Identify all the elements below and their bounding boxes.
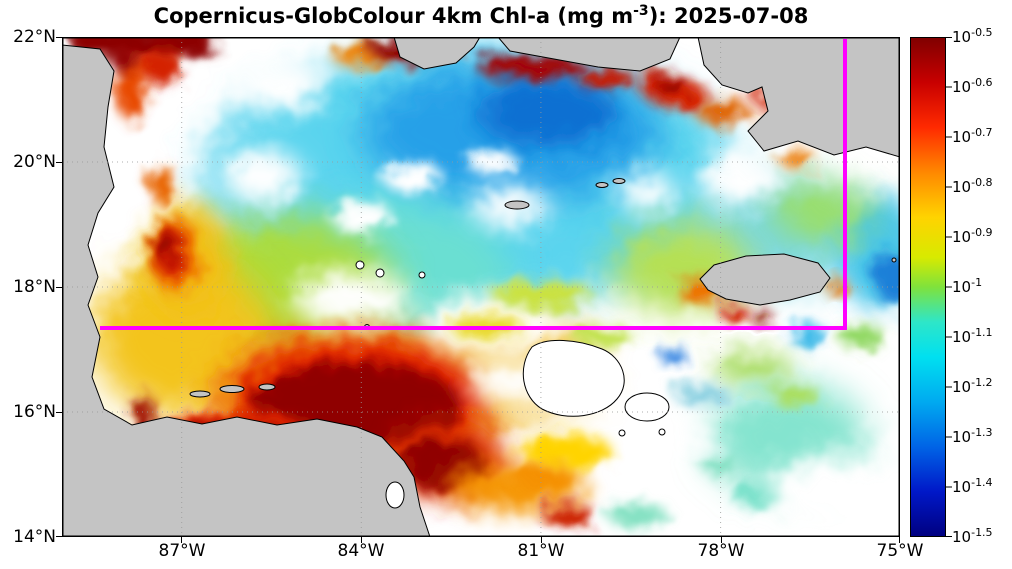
land-bay-island-2 xyxy=(219,385,245,393)
bank-outlines xyxy=(355,260,670,509)
colorbar-labels: 10-0.5 10-0.6 10-0.7 10-0.8 10-0.9 10-1 … xyxy=(952,27,1010,546)
y-tick-label: 14°N xyxy=(13,527,56,547)
land-grand-cayman xyxy=(504,200,530,210)
colorbar-tick-label: 10-0.8 xyxy=(952,176,993,196)
land-navassa xyxy=(891,257,897,263)
y-tick-mark xyxy=(56,37,62,38)
figure-title-suffix: ): 2025-07-08 xyxy=(648,4,809,28)
x-tick-mark xyxy=(541,537,542,543)
figure-title-exponent: -3 xyxy=(633,3,649,19)
y-tick-label: 22°N xyxy=(13,27,56,47)
colorbar-tick-label: 10-1.2 xyxy=(952,376,993,396)
colorbar-tick-label: 10-1 xyxy=(952,276,983,296)
x-tick-label: 75°W xyxy=(876,541,924,561)
map-frame xyxy=(62,37,900,537)
y-tick-mark xyxy=(56,536,62,537)
map-plot-area xyxy=(62,37,900,537)
y-tick-mark xyxy=(56,412,62,413)
coastal-lagoon xyxy=(385,481,405,509)
land-bay-island-1 xyxy=(189,390,211,398)
colorbar-tick-marks xyxy=(946,37,952,537)
colorbar-tick-label: 10-0.7 xyxy=(952,126,993,146)
y-tick-label: 18°N xyxy=(13,277,56,297)
land-cayman-brac xyxy=(612,178,626,184)
x-tick-mark xyxy=(181,537,182,543)
y-tick-label: 20°N xyxy=(13,152,56,172)
land-jamaica xyxy=(699,253,831,306)
chl-map xyxy=(62,37,900,537)
colorbar-tick-label: 10-1.1 xyxy=(952,326,993,346)
colorbar-tick-label: 10-1.4 xyxy=(952,476,993,496)
y-tick-mark xyxy=(56,287,62,288)
colorbar-tick-label: 10-0.9 xyxy=(952,226,993,246)
x-tick-label: 78°W xyxy=(697,541,745,561)
pedro-bank-outline xyxy=(522,339,625,417)
colorbar-tick-label: 10-1.3 xyxy=(952,426,993,446)
colorbar-gradient xyxy=(910,37,952,537)
land-cuba-west xyxy=(393,37,481,70)
land-bay-island-3 xyxy=(258,383,276,391)
y-tick-label: 16°N xyxy=(13,402,56,422)
bank-outline-east xyxy=(624,392,670,422)
roi-box xyxy=(100,39,847,330)
figure-title-prefix: Copernicus-GlobColour 4km Chl-a (mg m xyxy=(153,4,634,28)
colorbar-tick-label: 10-0.5 xyxy=(952,26,993,46)
x-tick-mark xyxy=(361,537,362,543)
land-cuba-central xyxy=(497,37,681,72)
x-tick-mark xyxy=(899,537,900,543)
x-tick-label: 87°W xyxy=(158,541,206,561)
land-cuba-southeast xyxy=(697,37,900,158)
x-tick-mark xyxy=(721,537,722,543)
graticule xyxy=(62,37,900,537)
y-tick-mark xyxy=(56,162,62,163)
figure-title: Copernicus-GlobColour 4km Chl-a (mg m-3)… xyxy=(62,4,900,28)
x-tick-label: 84°W xyxy=(337,541,385,561)
colorbar-tick-label: 10-0.6 xyxy=(952,76,993,96)
land-little-cayman xyxy=(595,182,609,188)
x-tick-label: 81°W xyxy=(517,541,565,561)
colorbar xyxy=(910,37,956,537)
colorbar-tick-label: 10-1.5 xyxy=(952,526,993,546)
